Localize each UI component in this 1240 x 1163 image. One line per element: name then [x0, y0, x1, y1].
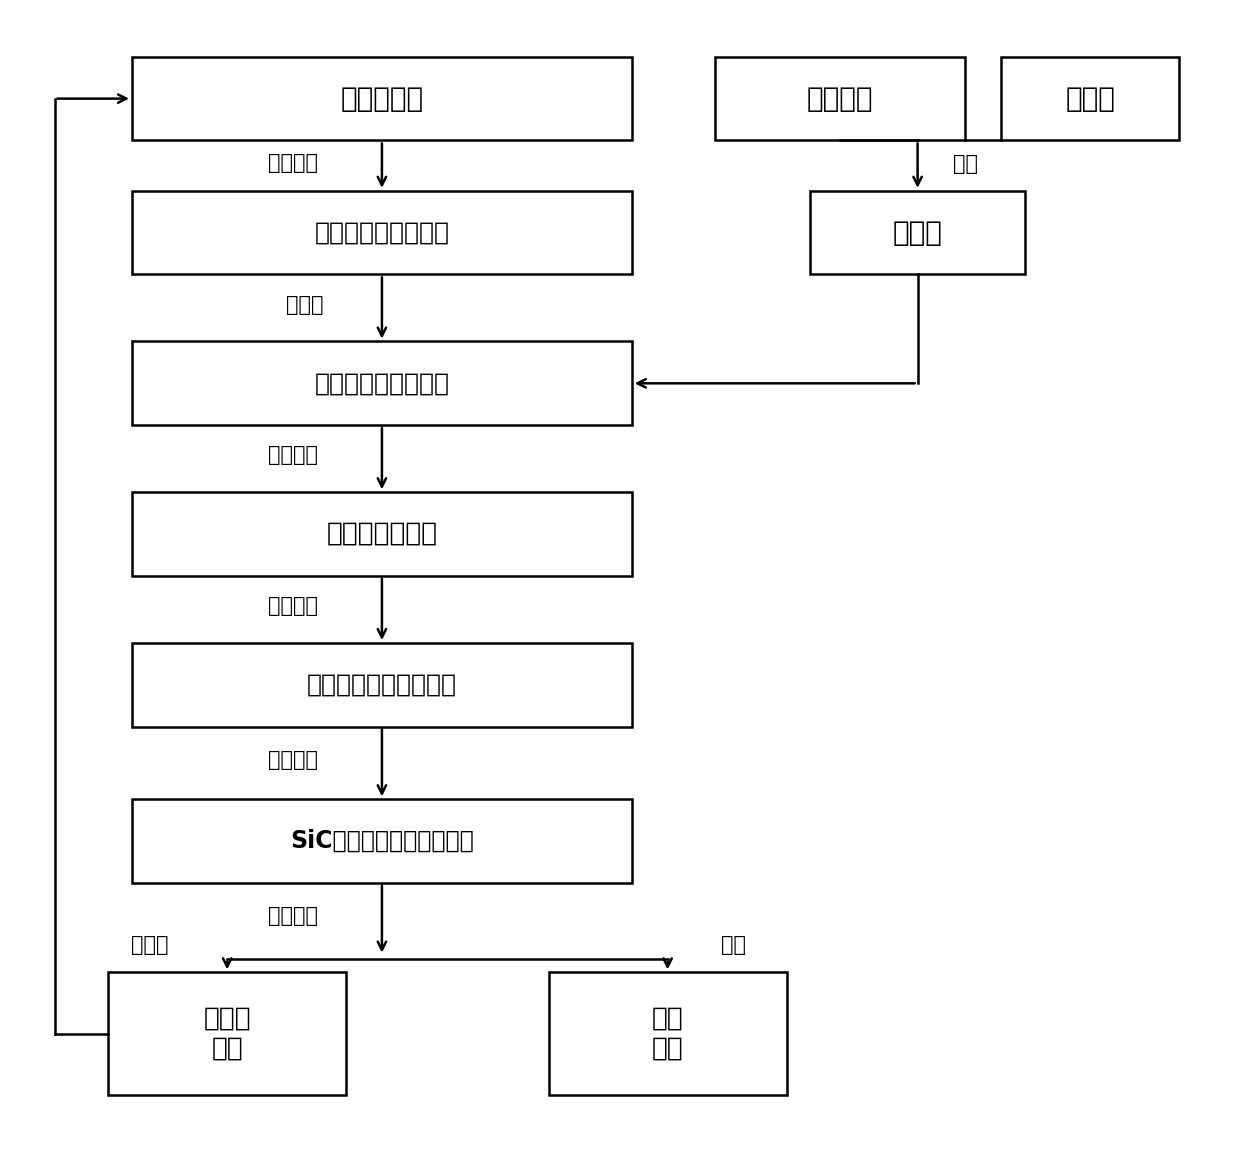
FancyBboxPatch shape: [131, 57, 632, 141]
Text: 核石墨
构件: 核石墨 构件: [203, 1006, 250, 1062]
Text: 不合格: 不合格: [131, 935, 169, 956]
FancyBboxPatch shape: [131, 643, 632, 727]
Text: 核石墨构件: 核石墨构件: [340, 85, 424, 113]
Text: 加压浸渍: 加压浸渍: [268, 445, 317, 465]
Text: 搅拌: 搅拌: [952, 154, 977, 174]
Text: 二甲苯: 二甲苯: [1065, 85, 1115, 113]
FancyBboxPatch shape: [131, 191, 632, 274]
Text: 服役
使用: 服役 使用: [652, 1006, 683, 1062]
FancyBboxPatch shape: [811, 191, 1024, 274]
Text: 干燥的浸渍核石墨构件: 干燥的浸渍核石墨构件: [308, 672, 456, 697]
Text: SiC涂层包覆的核石墨构件: SiC涂层包覆的核石墨构件: [290, 829, 474, 854]
Text: 核石墨构件（干燥）: 核石墨构件（干燥）: [315, 221, 449, 244]
FancyBboxPatch shape: [131, 342, 632, 426]
Text: 浸渍核石墨构件: 浸渍核石墨构件: [326, 521, 438, 547]
FancyBboxPatch shape: [548, 972, 786, 1096]
Text: 浸渍剂: 浸渍剂: [893, 219, 942, 247]
Text: 干燥处理: 干燥处理: [268, 152, 317, 173]
FancyBboxPatch shape: [715, 57, 965, 141]
Text: 高温焙烧: 高温焙烧: [268, 750, 317, 770]
Text: 合格: 合格: [720, 935, 745, 956]
FancyBboxPatch shape: [108, 972, 346, 1096]
Text: 抽真空: 抽真空: [285, 294, 324, 315]
FancyBboxPatch shape: [1001, 57, 1179, 141]
Text: 溶剂脱除: 溶剂脱除: [268, 597, 317, 616]
FancyBboxPatch shape: [131, 492, 632, 576]
Text: 核石墨构件（干燥）: 核石墨构件（干燥）: [315, 371, 449, 395]
Text: 聚碳硅烷: 聚碳硅烷: [807, 85, 873, 113]
Text: 检测分析: 检测分析: [268, 906, 317, 927]
FancyBboxPatch shape: [131, 799, 632, 883]
